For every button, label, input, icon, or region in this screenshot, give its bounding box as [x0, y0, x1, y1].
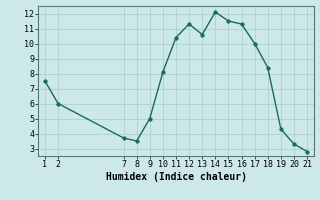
- X-axis label: Humidex (Indice chaleur): Humidex (Indice chaleur): [106, 172, 246, 182]
